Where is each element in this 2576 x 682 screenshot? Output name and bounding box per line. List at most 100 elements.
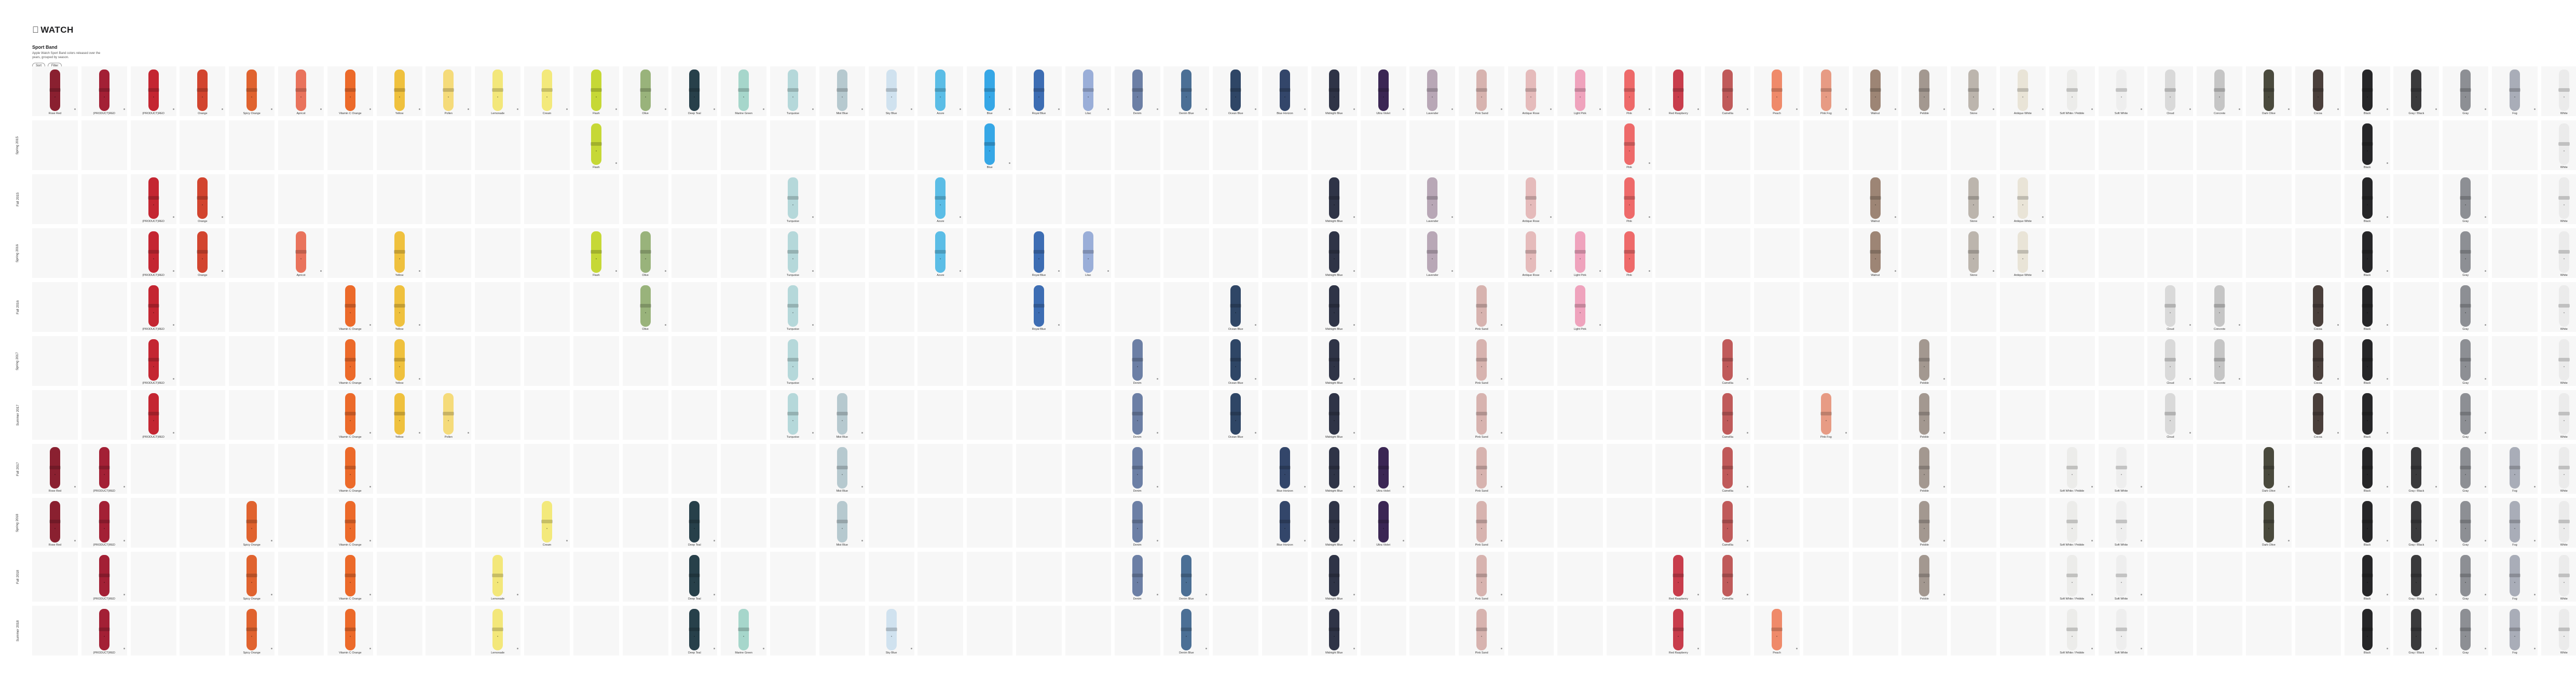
band-cell[interactable]	[1409, 390, 1456, 440]
band-cell[interactable]: Deep Teal	[672, 606, 718, 656]
band-cell[interactable]: Turquoise	[770, 228, 816, 278]
band-cell[interactable]	[1606, 390, 1652, 440]
band-cell[interactable]	[721, 282, 767, 332]
band-cell[interactable]	[1065, 174, 1111, 224]
band-cell[interactable]: Black	[2344, 120, 2390, 170]
band-cell[interactable]	[2246, 228, 2292, 278]
band-cell[interactable]	[2295, 120, 2341, 170]
band-cell[interactable]	[1803, 498, 1849, 548]
band-cell[interactable]	[278, 498, 324, 548]
band-cell[interactable]: White	[2541, 282, 2576, 332]
band-cell[interactable]	[1508, 606, 1554, 656]
band-cell[interactable]: Gray	[2443, 498, 2489, 548]
band-cell[interactable]	[2246, 120, 2292, 170]
band-cell[interactable]: Gray / Black	[2393, 444, 2440, 494]
band-cell[interactable]: Pebble	[1901, 390, 1948, 440]
band-cell[interactable]	[2246, 282, 2292, 332]
band-cell[interactable]	[1311, 120, 1357, 170]
band-cell[interactable]: Ocean Blue	[1213, 336, 1259, 386]
band-cell[interactable]	[819, 282, 865, 332]
band-cell[interactable]	[1705, 228, 1751, 278]
band-cell[interactable]: Cream	[524, 498, 570, 548]
band-cell[interactable]	[1557, 336, 1603, 386]
band-cell[interactable]	[2492, 390, 2538, 440]
band-cell[interactable]: Antique Rose	[1508, 228, 1554, 278]
band-cell[interactable]	[1213, 444, 1259, 494]
band-cell[interactable]: Pebble	[1901, 66, 1948, 116]
band-cell[interactable]: Cocoa	[2295, 336, 2341, 386]
band-cell[interactable]	[1655, 174, 1702, 224]
band-cell[interactable]: Black	[2344, 444, 2390, 494]
band-cell[interactable]: Gray / Black	[2393, 498, 2440, 548]
band-cell[interactable]: Olive	[622, 228, 668, 278]
band-cell[interactable]: Gray	[2443, 606, 2489, 656]
band-cell[interactable]	[278, 120, 324, 170]
band-cell[interactable]	[327, 174, 373, 224]
band-cell[interactable]	[278, 552, 324, 602]
band-cell[interactable]: Yellow	[376, 228, 422, 278]
band-cell[interactable]	[819, 552, 865, 602]
band-cell[interactable]	[1655, 444, 1702, 494]
band-cell[interactable]	[1262, 228, 1308, 278]
band-cell[interactable]	[672, 174, 718, 224]
band-cell[interactable]: Pebble	[1901, 444, 1948, 494]
band-cell[interactable]	[573, 282, 619, 332]
band-cell[interactable]	[475, 174, 521, 224]
band-cell[interactable]	[1114, 228, 1160, 278]
band-cell[interactable]	[2197, 120, 2243, 170]
band-cell[interactable]: Gray / Black	[2393, 606, 2440, 656]
band-cell[interactable]: Dark Olive	[2246, 444, 2292, 494]
band-cell[interactable]: Vitamin C Orange	[327, 444, 373, 494]
band-cell[interactable]: Gray	[2443, 282, 2489, 332]
band-cell[interactable]: White	[2541, 66, 2576, 116]
band-cell[interactable]: Denim Blue	[1163, 552, 1210, 602]
band-cell[interactable]	[130, 120, 176, 170]
band-cell[interactable]	[1262, 606, 1308, 656]
band-cell[interactable]	[1852, 606, 1898, 656]
band-cell[interactable]	[819, 120, 865, 170]
band-cell[interactable]: Midnight Blue	[1311, 444, 1357, 494]
band-cell[interactable]: Vitamin C Orange	[327, 498, 373, 548]
band-cell[interactable]	[2049, 282, 2095, 332]
band-cell[interactable]: Antique White	[2000, 66, 2046, 116]
band-cell[interactable]	[2197, 444, 2243, 494]
band-cell[interactable]: Mist Blue	[819, 498, 865, 548]
band-cell[interactable]	[475, 282, 521, 332]
band-cell[interactable]: Stone	[1951, 174, 1997, 224]
band-cell[interactable]	[2197, 228, 2243, 278]
band-cell[interactable]: Camellia	[1705, 444, 1751, 494]
band-cell[interactable]	[573, 336, 619, 386]
band-cell[interactable]: Pollen	[426, 390, 472, 440]
band-cell[interactable]: Vitamin C Orange	[327, 606, 373, 656]
band-cell[interactable]: Midnight Blue	[1311, 552, 1357, 602]
band-cell[interactable]	[475, 444, 521, 494]
band-cell[interactable]	[1065, 498, 1111, 548]
band-cell[interactable]: Turquoise	[770, 66, 816, 116]
band-cell[interactable]: Flash	[573, 120, 619, 170]
band-cell[interactable]	[376, 498, 422, 548]
band-cell[interactable]: Pink Sand	[1459, 444, 1505, 494]
band-cell[interactable]: Black	[2344, 66, 2390, 116]
band-cell[interactable]	[180, 444, 226, 494]
band-cell[interactable]	[2147, 498, 2194, 548]
band-cell[interactable]: Sky Blue	[868, 606, 914, 656]
band-cell[interactable]	[278, 174, 324, 224]
band-cell[interactable]	[1065, 606, 1111, 656]
band-cell[interactable]: Midnight Blue	[1311, 336, 1357, 386]
band-cell[interactable]	[1557, 498, 1603, 548]
band-cell[interactable]: Fog	[2492, 552, 2538, 602]
band-cell[interactable]: Peach	[1754, 606, 1800, 656]
band-cell[interactable]	[1901, 228, 1948, 278]
band-cell[interactable]: Yellow	[376, 336, 422, 386]
band-cell[interactable]	[81, 336, 127, 386]
band-cell[interactable]	[1951, 606, 1997, 656]
band-cell[interactable]: Black	[2344, 174, 2390, 224]
band-cell[interactable]: Fog	[2492, 498, 2538, 548]
band-cell[interactable]: Lilac	[1065, 228, 1111, 278]
band-cell[interactable]	[1852, 336, 1898, 386]
band-cell[interactable]	[524, 174, 570, 224]
band-cell[interactable]	[524, 336, 570, 386]
band-cell[interactable]	[32, 606, 78, 656]
band-cell[interactable]	[376, 174, 422, 224]
band-cell[interactable]	[229, 174, 275, 224]
